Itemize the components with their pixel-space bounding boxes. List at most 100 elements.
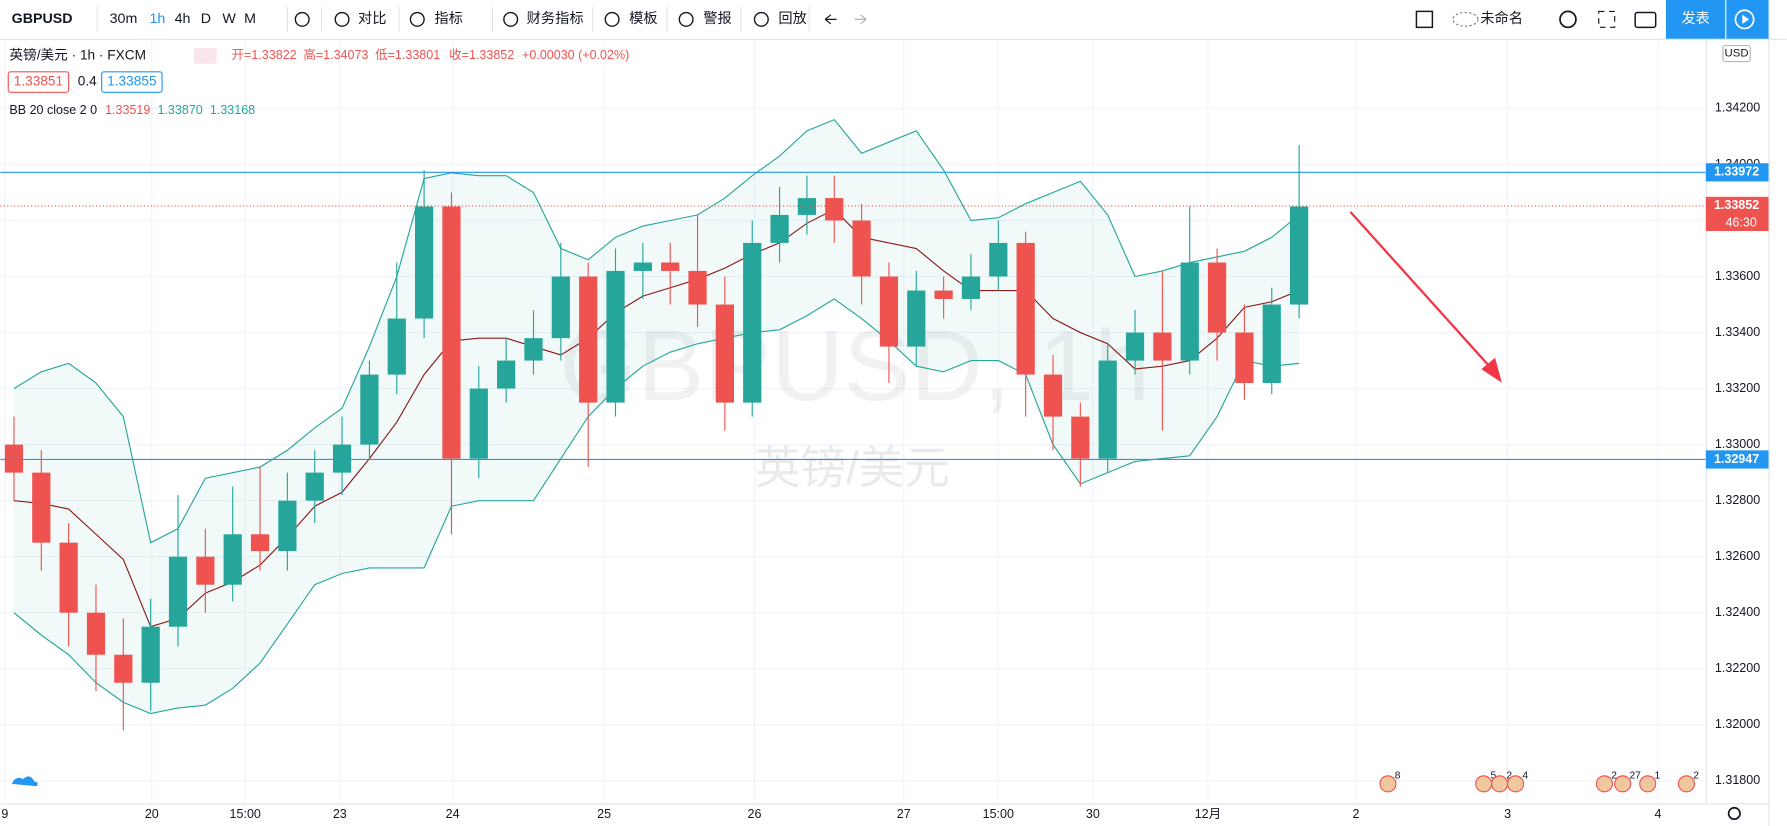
tool[interactable]: 指标	[434, 10, 462, 27]
indicator-value: 1.33519	[105, 103, 150, 117]
candle-body	[4, 444, 24, 473]
legend-badge	[193, 47, 217, 64]
last-price-label: 1.33852	[1714, 198, 1759, 212]
annotation-arrow	[1349, 211, 1502, 383]
interval[interactable]: D	[201, 11, 211, 27]
candle-body	[852, 220, 871, 277]
y-tick-label: 1.32600	[1715, 549, 1760, 563]
symbol[interactable]: GBPUSD	[12, 11, 73, 27]
candle-body	[305, 472, 324, 501]
layout-icon[interactable]	[1415, 10, 1434, 29]
candle-body	[1098, 360, 1117, 459]
price-axis	[1705, 39, 1769, 804]
event-flag[interactable]	[1379, 775, 1397, 793]
candle-body	[469, 388, 488, 459]
event-count: 1	[1655, 771, 1661, 782]
candle-body	[1235, 332, 1254, 383]
price-badge	[1705, 163, 1769, 182]
spread: 0.4	[78, 74, 97, 89]
interval[interactable]: 30m	[110, 11, 138, 27]
bb-lower	[13, 298, 1300, 715]
candle-body	[114, 654, 133, 683]
arrow-head	[1481, 357, 1502, 383]
clock-icon	[678, 11, 694, 27]
bid: 1.33851	[14, 74, 63, 89]
indicator-value: 1.33168	[210, 103, 255, 117]
interval[interactable]: W	[222, 11, 236, 27]
layout-name[interactable]: 未命名	[1480, 9, 1523, 27]
camera-icon[interactable]	[1634, 11, 1657, 29]
currency-box[interactable]	[1722, 45, 1751, 63]
candle-body	[879, 276, 899, 347]
fx-icon	[409, 11, 425, 27]
event-flag[interactable]	[1677, 775, 1696, 793]
candle-body	[1125, 332, 1145, 361]
event-flag[interactable]	[1639, 775, 1657, 793]
x-tick-label: 2	[1353, 807, 1360, 821]
candle-body	[961, 276, 981, 299]
y-tick-label: 1.33400	[1715, 325, 1760, 339]
x-tick-label: 23	[333, 807, 347, 821]
play-icon	[1734, 9, 1755, 30]
candle-body	[907, 290, 926, 347]
candle-body	[414, 206, 434, 319]
candle-body	[661, 262, 680, 271]
event-flag[interactable]	[1491, 775, 1509, 793]
x-tick-label: 20	[145, 807, 159, 821]
settings-icon[interactable]	[1559, 10, 1577, 29]
band-fill	[13, 119, 1300, 714]
candle-body	[524, 338, 543, 361]
publish-button[interactable]	[1665, 0, 1726, 39]
ohlc-value: 高=1.34073	[303, 47, 368, 62]
interval[interactable]: M	[244, 11, 256, 27]
ohlc-value: 开=1.33822	[232, 48, 297, 62]
candle-body	[688, 270, 707, 305]
candle-body	[442, 206, 461, 459]
event-count: 4	[1522, 771, 1528, 782]
ask: 1.33855	[107, 74, 157, 89]
candle-body	[770, 214, 789, 243]
price-badge-label: 1.32947	[1714, 452, 1759, 466]
tool[interactable]: 警报	[703, 10, 731, 27]
event-flag[interactable]	[1614, 775, 1632, 793]
x-tick-label: 30	[1086, 807, 1100, 821]
axis-settings[interactable]	[1727, 806, 1741, 821]
candle-body	[934, 290, 953, 299]
candle-icon	[294, 11, 310, 27]
circle-icon	[334, 11, 350, 27]
price-badge-label: 1.33972	[1714, 165, 1759, 179]
candle-body	[1262, 304, 1281, 383]
event-flag[interactable]	[1475, 775, 1493, 793]
fullscreen-icon[interactable]	[1598, 10, 1616, 28]
x-tick-label: 15:00	[983, 807, 1014, 821]
redo-icon[interactable]	[854, 14, 867, 25]
interval[interactable]: 1h	[150, 11, 166, 27]
legend-title: 英镑/美元 · 1h · FXCM	[9, 46, 146, 62]
event-flag[interactable]	[1507, 775, 1525, 793]
event-count: 2	[1506, 771, 1512, 782]
candle-body	[278, 500, 297, 552]
tool[interactable]: 财务指标	[527, 10, 584, 27]
wave-icon	[604, 11, 620, 27]
x-tick-label: 25	[597, 807, 611, 821]
candle-body	[989, 242, 1008, 277]
candle-body	[250, 534, 270, 552]
candle-body	[551, 276, 570, 339]
bb-upper	[13, 118, 1300, 544]
undo-icon[interactable]	[824, 14, 837, 25]
last-price-badge	[1705, 196, 1769, 231]
tool[interactable]: 模板	[629, 10, 657, 27]
candle-body	[579, 276, 598, 403]
event-count: 2	[1611, 771, 1617, 782]
legend: 开=1.33822 高=1.34073 低=1.33801 收=1.33852 +0.0…	[105, 47, 629, 117]
candle-body	[1289, 206, 1309, 305]
interval[interactable]: 4h	[175, 11, 191, 27]
y-tick-label: 1.33600	[1715, 269, 1760, 283]
candle-body	[86, 612, 106, 655]
candle-body	[1043, 374, 1063, 417]
y-tick-label: 1.32400	[1715, 605, 1760, 619]
event-flag[interactable]	[1595, 775, 1613, 793]
tool[interactable]: 对比	[358, 10, 386, 27]
tool[interactable]: 回放	[778, 10, 806, 27]
